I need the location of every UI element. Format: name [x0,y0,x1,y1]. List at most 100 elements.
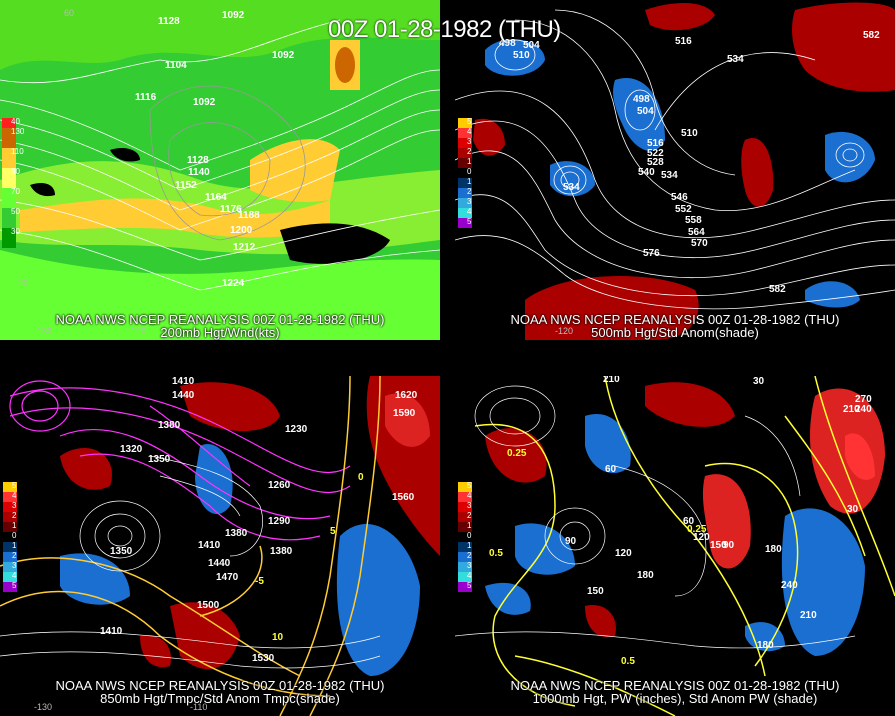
p2-label-14: 558 [685,215,702,226]
p2-label-5: 504 [637,106,654,117]
p4-label-16: 150 [587,586,604,597]
panel-500mb: 498 504 510 498 504 510 516 522 528 534 … [455,0,895,340]
p1-caption-line2: 200mb Hgt/Wnd(kts) [160,325,280,340]
p2-label-22: 516 [675,36,692,47]
p1-label-9: 1152 [175,180,197,191]
p3-label-8: 1230 [285,424,308,435]
p4-caption-line1: NOAA NWS NCEP REANALYSIS 00Z 01-28-1982 … [510,678,840,693]
p4-label-3: 270 [855,394,872,405]
p4-label-9: 90 [723,540,735,551]
p1-legend: 40 130 110 90 70 50 30 [2,117,24,248]
p3-label-11: 1560 [392,492,415,503]
panel-1000mb: 210 30 270 240 210 180 150 120 90 60 30 … [455,376,895,716]
p2-label-19: 534 [563,182,580,193]
p4-label-14: 210 [800,610,817,621]
p3-label-20: 1410 [100,626,123,637]
p4-label-15: 180 [637,570,654,581]
p1-label-7: 1128 [187,155,209,166]
p3-temp-label-4: 0 [358,472,364,483]
p1-label-5: 1116 [135,92,157,103]
p3-axis-lon-110: -110 [190,702,208,712]
map-200mb: 1128 1092 1104 1092 1116 1092 1128 1140 … [0,0,440,340]
p2-legend: 5 4 3 2 1 0 1 2 3 4 5 [458,117,472,228]
panel-200mb: 1128 1092 1104 1092 1116 1092 1128 1140 … [0,0,440,340]
p4-label-4: 240 [855,404,872,415]
p2-label-18: 582 [769,284,786,295]
p3-legend: 5 4 3 2 1 0 1 2 3 4 5 [3,481,17,592]
panel-850mb: 1440 1410 1380 1350 1320 1290 1260 1230 … [0,376,440,716]
p2-label-11: 540 [638,167,655,178]
p2-label-12: 546 [671,192,688,203]
map-850mb: 1440 1410 1380 1350 1320 1290 1260 1230 … [0,376,440,716]
p3-label-6: 1290 [268,516,291,527]
p3-label-19: 1380 [270,546,293,557]
main-title: 00Z 01-28-1982 (THU) [328,16,561,43]
p4-label-2: 30 [753,376,765,387]
p3-label-10: 1590 [393,408,416,419]
p3-label-18: 1350 [110,546,133,557]
p2-label-9: 528 [647,157,664,168]
p4-pw-label-4: 0.5 [621,656,635,667]
p2-label-7: 516 [647,138,664,149]
p2-axis-lon-120: -120 [555,326,574,336]
p3-label-13: 1500 [197,600,220,611]
p1-label-13: 1200 [230,225,253,236]
p4-pw-label-2: 0.5 [489,548,503,559]
p3-label-5: 1320 [120,444,143,455]
p3-temp-label-1: -5 [255,576,264,587]
p4-caption-line2: 1000mb Hgt, PW (inches), Std Anom PW (sh… [532,691,818,706]
p1-label-2: 1092 [222,10,245,21]
p1-label-4: 1092 [272,50,295,61]
p1-label-3: 1104 [165,60,187,71]
p4-label-6: 180 [765,544,782,555]
p3-label-17: 1380 [225,528,248,539]
p4-pw-label-3: 0.25 [687,524,707,535]
p2-label-15: 564 [688,227,705,238]
p4-label-11: 30 [847,504,859,515]
p1-label-12: 1188 [238,210,260,221]
p4-label-12: 180 [757,640,774,651]
p3-caption-line2: 850mb Hgt/Tmpc/Std Anom Tmpc(shade) [100,691,340,706]
p4-pw-label-1: 0.25 [507,448,527,459]
p3-label-3: 1380 [158,420,181,431]
p1-label-14: 1212 [233,242,256,253]
p2-label-13: 552 [675,204,692,215]
p3-temp-label-2: 10 [272,632,284,643]
map-500mb: 498 504 510 498 504 510 516 522 528 534 … [455,0,895,340]
p2-caption-line1: NOAA NWS NCEP REANALYSIS 00Z 01-28-1982 … [510,312,840,327]
p3-caption-line1: NOAA NWS NCEP REANALYSIS 00Z 01-28-1982 … [55,678,385,693]
p1-label-6: 1092 [193,97,216,108]
p4-label-19: 60 [605,464,617,475]
p1-axis-lon-120: -120 [128,326,147,336]
p3-label-16: 1410 [198,540,221,551]
p2-label-8: 522 [647,148,664,159]
p3-temp-label-3: 5 [330,526,336,537]
p3-label-1: 1440 [172,390,195,401]
map-1000mb: 210 30 270 240 210 180 150 120 90 60 30 … [455,376,895,716]
p4-label-8: 120 [693,532,710,543]
p2-caption-line2: 500mb Hgt/Std Anom(shade) [591,325,759,340]
p4-label-10: 60 [683,516,695,527]
p3-label-14: 1470 [216,572,239,583]
p2-label-20: 534 [727,54,744,65]
p4-label-18: 90 [565,536,577,547]
p3-label-15: 1440 [208,558,231,569]
p3-axis-lon-130: -130 [34,702,53,712]
p4-label-13: 240 [781,580,798,591]
p3-label-12: 1530 [252,653,275,664]
p1-axis-lat-20: 20 [18,278,29,288]
p3-label-2: 1410 [172,376,195,387]
p2-label-21: 582 [863,30,880,41]
p4-label-17: 120 [615,548,632,559]
p2-label-4: 498 [633,94,650,105]
p2-label-6: 510 [681,128,698,139]
p1-label-15: 1224 [222,278,245,289]
p2-label-2: 504 [523,40,540,51]
p4-label-7: 150 [710,540,727,551]
p3-label-4: 1350 [148,454,171,465]
p3-label-7: 1260 [268,480,291,491]
p4-label-1: 210 [603,376,620,385]
p1-axis-lon-130: -130 [34,326,53,336]
p2-label-17: 576 [643,248,660,259]
p1-caption-line1: NOAA NWS NCEP REANALYSIS 00Z 01-28-1982 … [55,312,385,327]
